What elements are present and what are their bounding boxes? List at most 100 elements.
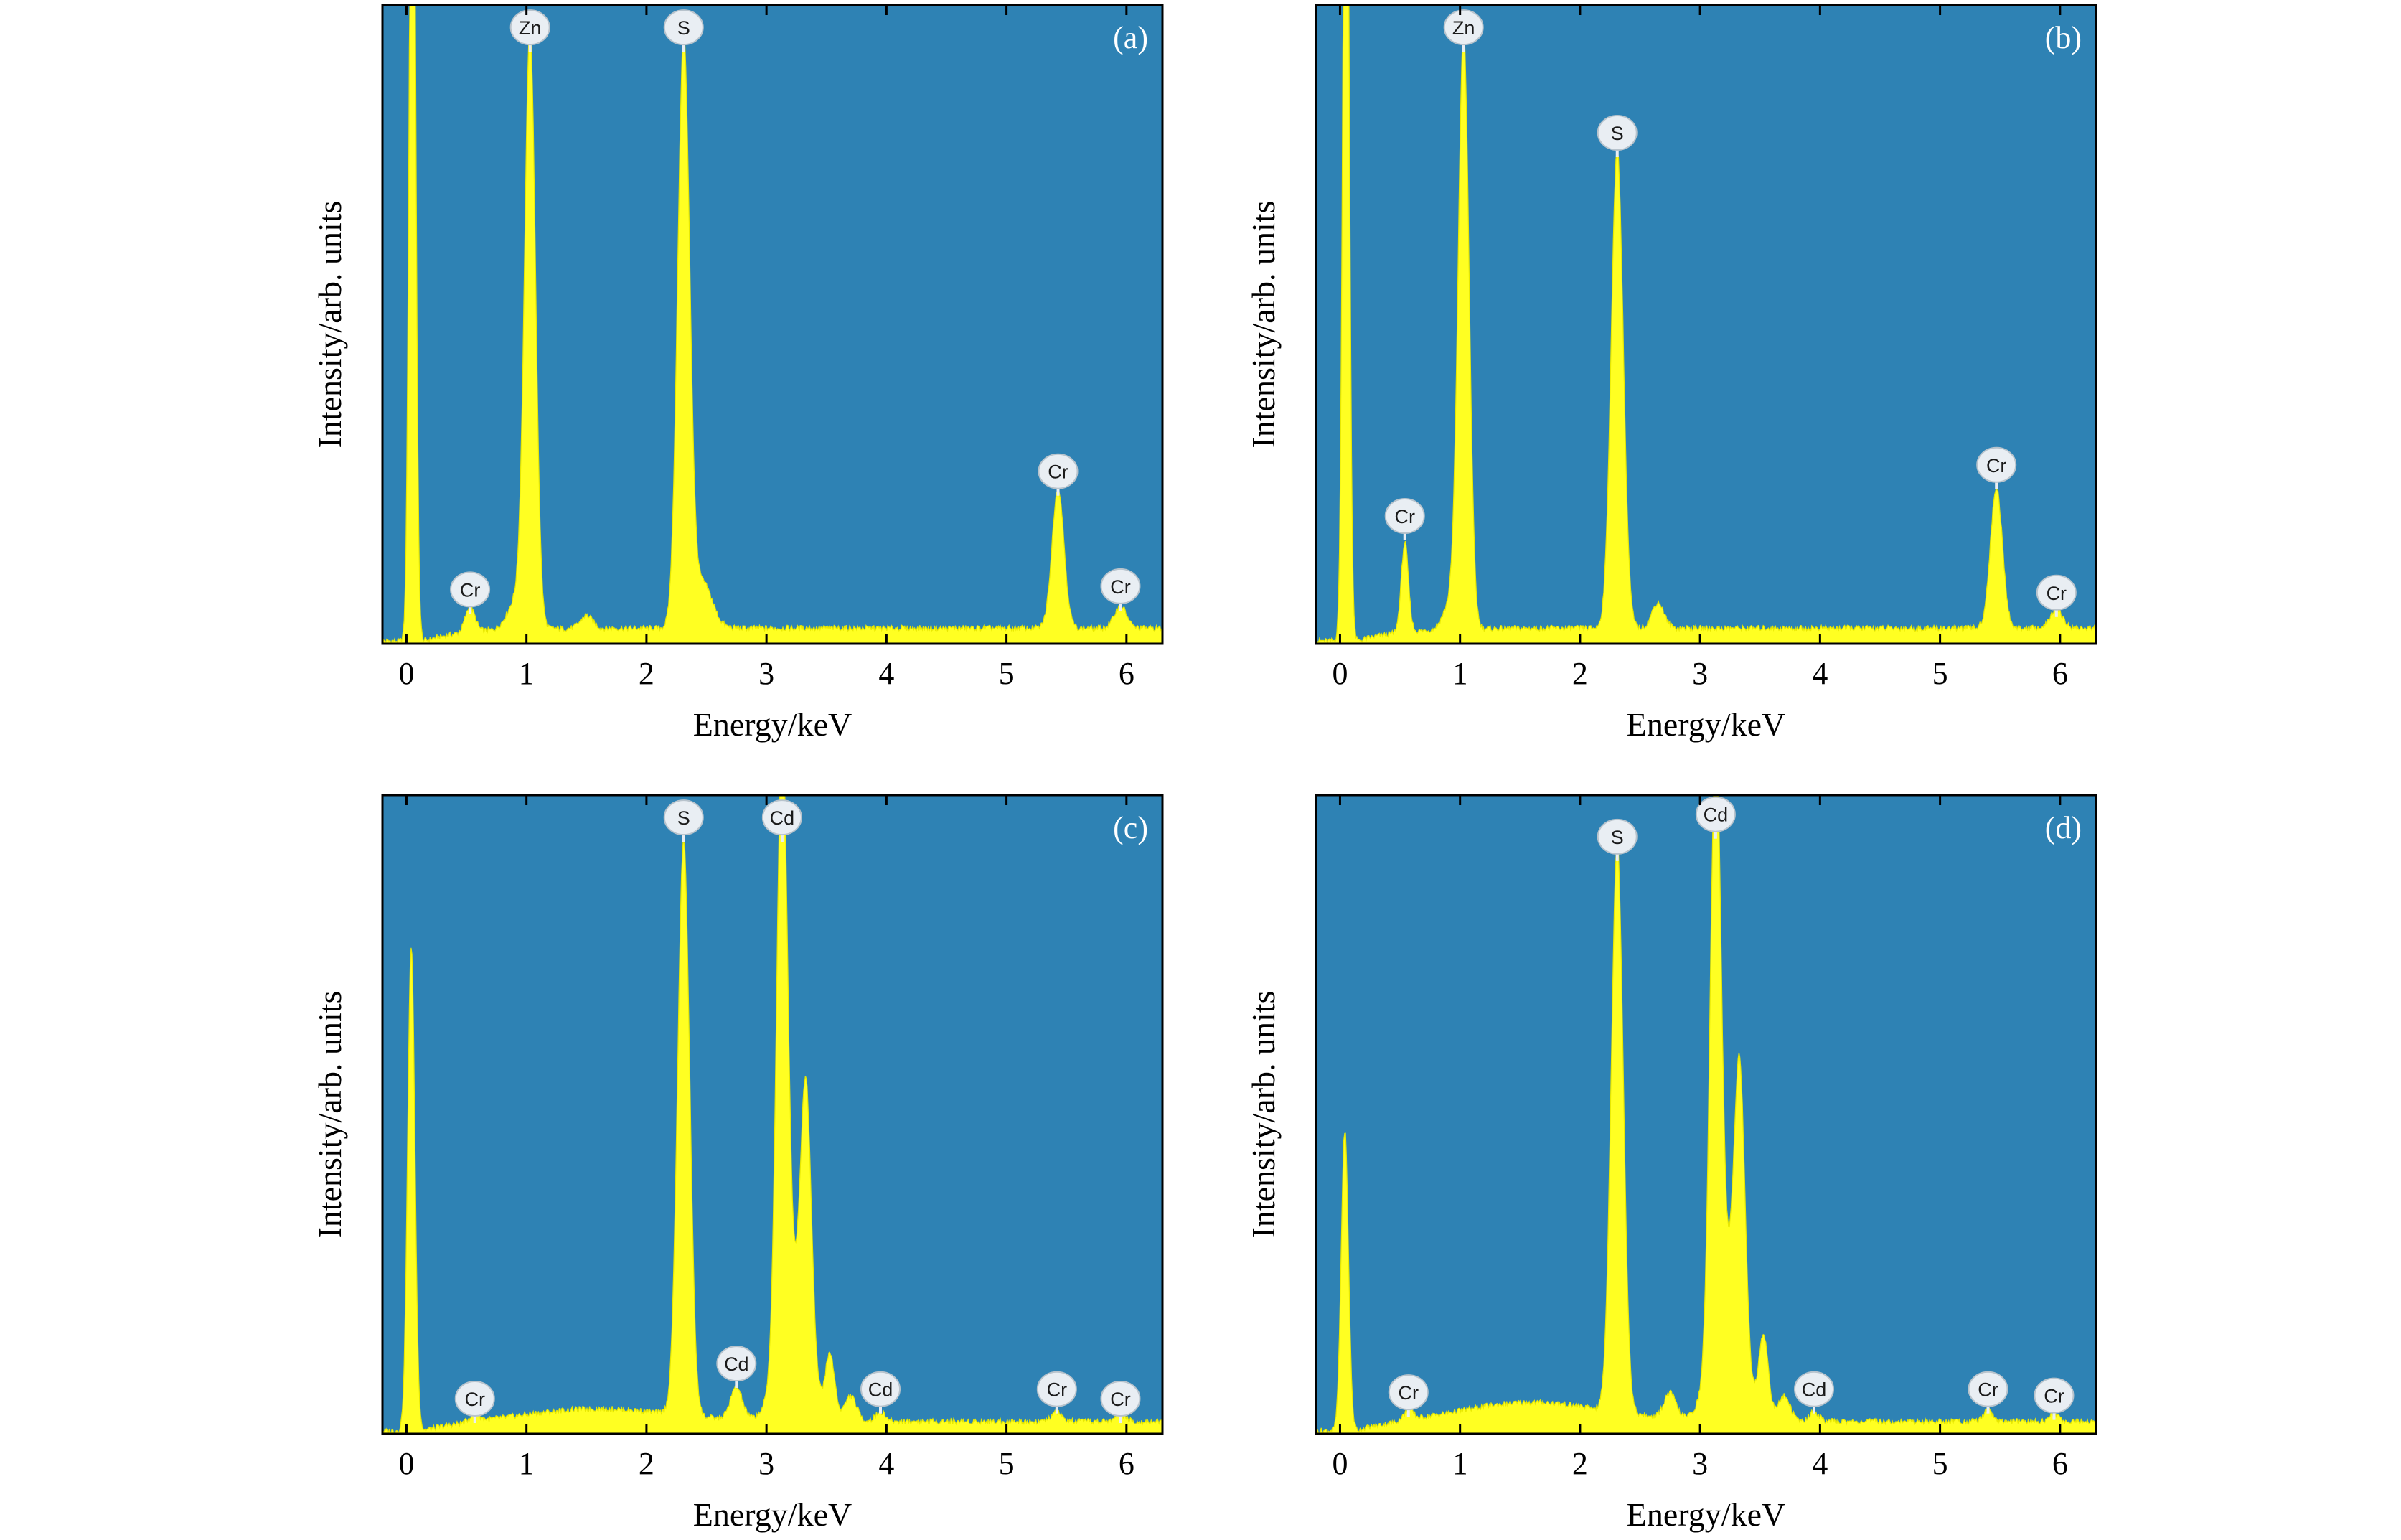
peak-label-marker bbox=[1794, 1371, 1835, 1407]
plot-frame bbox=[381, 4, 1164, 645]
peak-label-marker bbox=[1388, 1374, 1429, 1411]
peak-label-marker bbox=[1976, 446, 2017, 483]
plot-frame bbox=[1315, 794, 2097, 1435]
panel-label: (b) bbox=[2045, 20, 2082, 55]
peak-label-marker bbox=[663, 9, 704, 46]
peak-label: Cr bbox=[1047, 1379, 1068, 1401]
peak-label-marker bbox=[860, 1371, 901, 1407]
peak-label-marker bbox=[1100, 568, 1141, 604]
x-axis-label: Energy/keV bbox=[1627, 1496, 1785, 1533]
panel-a: Zn S Cr Cr Cr 0 1 2 3 4 5 6 Energy/keV Intensity/arb.… bbox=[311, 4, 1164, 743]
peak-label: S bbox=[677, 807, 690, 829]
x-axis-label: Energy/keV bbox=[693, 706, 852, 743]
peak-label: Cd bbox=[770, 807, 795, 829]
x-tick-label: 0 bbox=[1332, 656, 1348, 691]
panel-label: (c) bbox=[1113, 810, 1148, 845]
peak-label-marker bbox=[663, 799, 704, 836]
peak-label: Cr bbox=[1399, 1382, 1419, 1404]
plot-area bbox=[1316, 5, 2096, 644]
peak-label-marker bbox=[2036, 574, 2077, 611]
peak-label: S bbox=[1611, 827, 1624, 848]
x-tick-label: 1 bbox=[519, 1446, 535, 1481]
x-axis-label: Energy/keV bbox=[1627, 706, 1785, 743]
peak-label-marker bbox=[1597, 115, 1638, 151]
peak-label-marker bbox=[1695, 796, 1736, 832]
peak-label-marker bbox=[1384, 498, 1425, 534]
panel-b: Zn S Cr Cr Cr 0 1 2 3 4 5 6 Energy/keV Intensity/arb.… bbox=[1245, 4, 2097, 743]
x-tick-label: 5 bbox=[999, 656, 1015, 691]
peak-label-marker bbox=[1968, 1371, 2008, 1407]
peak-label: Cd bbox=[1802, 1379, 1827, 1401]
panel-label: (d) bbox=[2045, 810, 2082, 845]
spectrum-series bbox=[382, 795, 1162, 1434]
y-axis-label: Intensity/arb. units bbox=[311, 991, 348, 1239]
x-tick-label: 1 bbox=[1452, 1446, 1468, 1481]
x-tick-label: 4 bbox=[1812, 656, 1828, 691]
x-tick-label: 4 bbox=[878, 1446, 894, 1481]
y-axis-label: Intensity/arb. units bbox=[311, 201, 348, 449]
plot-frame bbox=[1315, 4, 2097, 645]
x-tick-label: 3 bbox=[758, 656, 774, 691]
peak-label: Cr bbox=[2044, 1386, 2064, 1407]
peak-label: Zn bbox=[1452, 17, 1475, 39]
panel-c: S Cd Cd Cd Cr Cr Cr 0 1 2 3 4 5 6 Energy/keV Intensity/… bbox=[311, 794, 1164, 1533]
plot-area bbox=[382, 5, 1162, 644]
peak-label: Cr bbox=[1110, 1389, 1131, 1410]
x-tick-label: 2 bbox=[1572, 1446, 1588, 1481]
peak-label-marker bbox=[1100, 1381, 1141, 1417]
x-tick-label: 6 bbox=[1119, 1446, 1134, 1481]
x-tick-label: 3 bbox=[1692, 1446, 1708, 1481]
spectrum-series bbox=[1316, 5, 2096, 644]
x-tick-label: 2 bbox=[639, 656, 654, 691]
peak-label-marker bbox=[716, 1346, 757, 1382]
y-axis-label: Intensity/arb. units bbox=[1245, 991, 1282, 1239]
peak-label: Cr bbox=[2047, 583, 2067, 604]
peak-label-marker bbox=[454, 1381, 495, 1417]
peak-label: Cd bbox=[868, 1379, 893, 1401]
peak-label: S bbox=[677, 17, 690, 39]
peak-label-marker bbox=[450, 571, 491, 608]
x-tick-label: 1 bbox=[1452, 656, 1468, 691]
spectrum-series bbox=[382, 5, 1162, 644]
plot-frame bbox=[381, 794, 1164, 1435]
x-tick-label: 5 bbox=[999, 1446, 1015, 1481]
x-tick-label: 6 bbox=[2052, 656, 2068, 691]
peak-label-marker bbox=[1597, 818, 1638, 855]
peak-label-marker bbox=[2034, 1377, 2075, 1414]
x-tick-label: 3 bbox=[1692, 656, 1708, 691]
spectrum-series bbox=[1316, 795, 2096, 1434]
x-tick-label: 6 bbox=[2052, 1446, 2068, 1481]
x-tick-label: 1 bbox=[519, 656, 535, 691]
x-tick-label: 2 bbox=[639, 1446, 654, 1481]
peak-label: Cr bbox=[1110, 576, 1131, 598]
peak-label: Cr bbox=[1395, 506, 1416, 527]
peak-label: Cr bbox=[465, 1389, 486, 1410]
x-axis-label: Energy/keV bbox=[693, 1496, 852, 1533]
x-tick-label: 0 bbox=[398, 656, 414, 691]
peak-label: Cd bbox=[724, 1353, 749, 1375]
peak-label-marker bbox=[1036, 1371, 1077, 1407]
peak-label: S bbox=[1611, 123, 1624, 144]
y-axis-label: Intensity/arb. units bbox=[1245, 201, 1282, 449]
peak-label-marker bbox=[1038, 453, 1079, 489]
peak-label-marker bbox=[761, 799, 802, 836]
x-tick-label: 4 bbox=[878, 656, 894, 691]
x-tick-label: 0 bbox=[398, 1446, 414, 1481]
x-tick-label: 5 bbox=[1932, 656, 1948, 691]
x-tick-label: 5 bbox=[1932, 1446, 1948, 1481]
peak-label: Cr bbox=[1048, 461, 1068, 483]
x-tick-label: 4 bbox=[1812, 1446, 1828, 1481]
x-tick-label: 6 bbox=[1119, 656, 1134, 691]
x-tick-label: 3 bbox=[758, 1446, 774, 1481]
peak-label: Cr bbox=[460, 579, 481, 601]
peak-label: Cd bbox=[1704, 804, 1729, 826]
panel-label: (a) bbox=[1113, 20, 1148, 55]
peak-label-marker bbox=[509, 9, 550, 46]
panel-d: S Cd Cd Cr Cr Cr 0 1 2 3 4 5 6 Energy/keV Intensity/ar… bbox=[1245, 794, 2097, 1533]
x-tick-label: 2 bbox=[1572, 656, 1588, 691]
peak-label: Cr bbox=[1986, 455, 2007, 476]
peak-label: Zn bbox=[519, 17, 542, 39]
peak-label: Cr bbox=[1978, 1379, 1998, 1401]
x-tick-label: 0 bbox=[1332, 1446, 1348, 1481]
